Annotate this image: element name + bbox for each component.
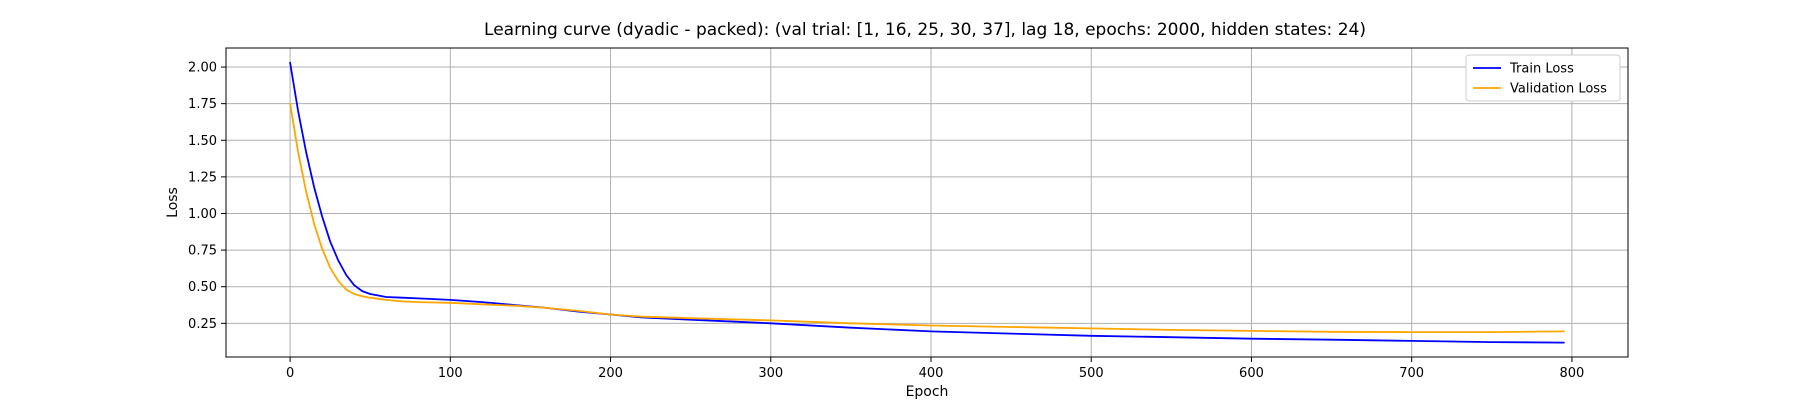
x-tick-label: 700 [1399, 366, 1424, 381]
y-tick-label: 1.50 [188, 134, 217, 149]
legend-box [1465, 54, 1621, 102]
x-tick-label: 300 [758, 366, 783, 381]
y-tick-label: 1.75 [188, 97, 217, 112]
legend-label: Train Loss [1509, 62, 1574, 77]
y-tick-label: 0.75 [188, 244, 217, 259]
series-line-validation-loss [289, 102, 1565, 334]
grid [226, 48, 1628, 357]
x-tick-label: 100 [438, 366, 463, 381]
plot-frame [225, 47, 1629, 358]
x-axis-label: Epoch [906, 384, 949, 400]
chart-title: Learning curve (dyadic - packed): (val t… [484, 20, 1366, 40]
x-tick-label: 500 [1079, 366, 1104, 381]
series-layer [289, 61, 1565, 344]
y-axis-label: Loss [165, 187, 181, 218]
y-tick-label: 2.00 [188, 61, 217, 76]
series-line-train-loss [289, 61, 1565, 344]
x-tick-label: 200 [598, 366, 623, 381]
legend: Train Loss Validation Loss [1465, 54, 1621, 102]
x-tick-label: 600 [1239, 366, 1264, 381]
y-tick-label: 0.25 [188, 317, 217, 332]
y-tick-label: 1.00 [188, 207, 217, 222]
x-tick-label: 400 [919, 366, 944, 381]
x-tick-label: 800 [1560, 366, 1585, 381]
legend-label: Validation Loss [1510, 82, 1607, 97]
y-axis: 0.25 0.50 0.75 1.00 1.25 1.50 1.75 2.00 [188, 61, 226, 332]
x-axis: 0 100 200 300 400 500 600 700 800 [286, 357, 1584, 381]
y-tick-label: 0.50 [188, 280, 217, 295]
y-tick-label: 1.25 [188, 170, 217, 185]
x-tick-label: 0 [286, 366, 294, 381]
